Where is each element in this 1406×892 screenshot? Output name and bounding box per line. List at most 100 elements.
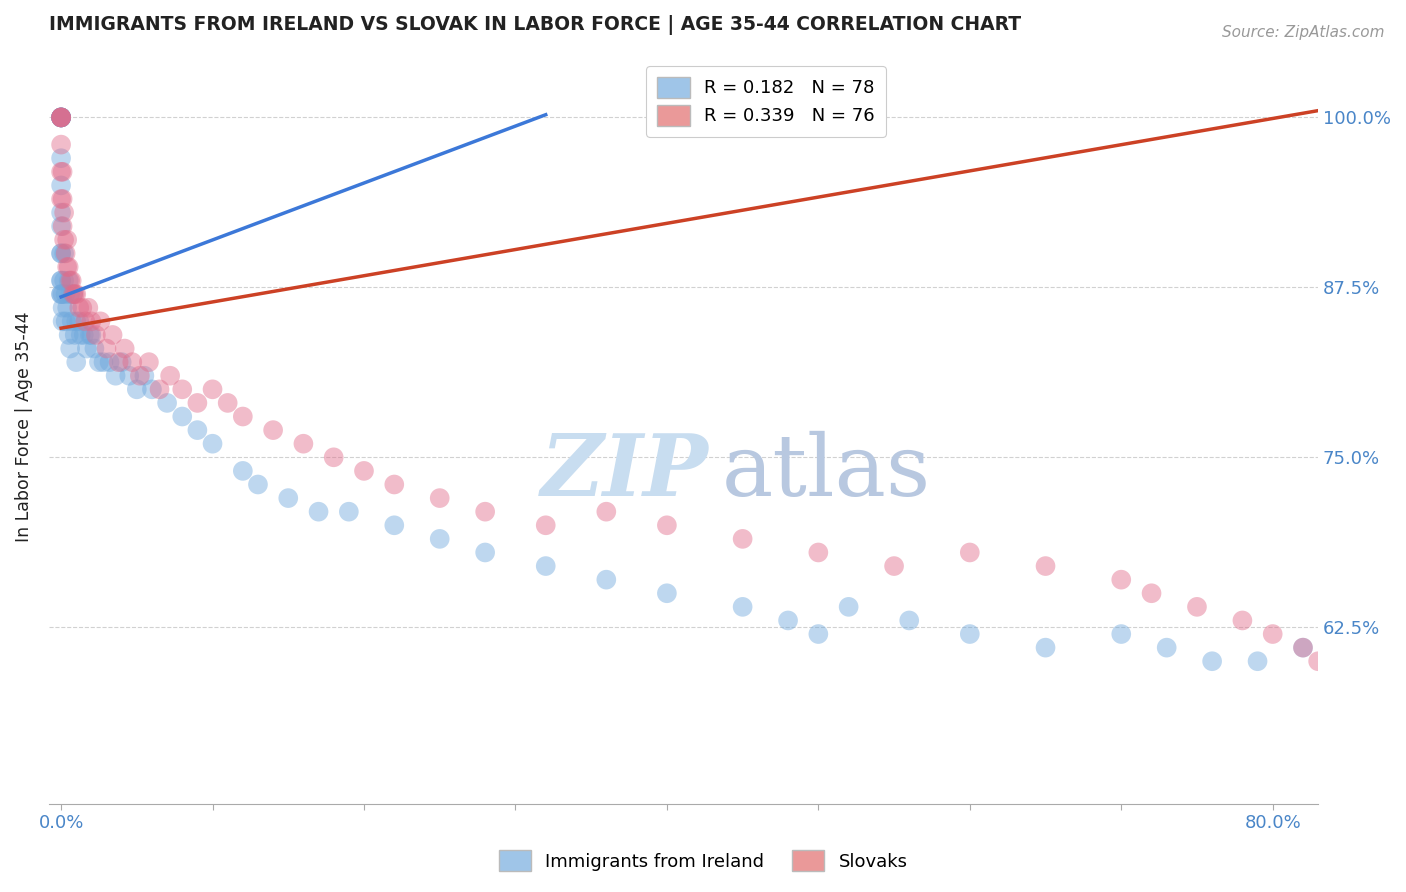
Point	[52, 165, 75, 179]
Point	[58, 274, 80, 288]
Point	[84, 327, 107, 342]
Point	[429, 532, 451, 546]
Point	[125, 382, 148, 396]
Point	[49, 274, 72, 288]
Point	[77, 301, 100, 315]
Point	[1382, 695, 1405, 709]
Point	[217, 396, 239, 410]
Point	[58, 260, 80, 274]
Point	[246, 477, 269, 491]
Point	[114, 342, 136, 356]
Point	[1109, 573, 1132, 587]
Point	[959, 627, 981, 641]
Point	[429, 491, 451, 505]
Point	[83, 342, 105, 356]
Point	[474, 505, 496, 519]
Point	[89, 314, 111, 328]
Point	[65, 287, 87, 301]
Point	[67, 301, 90, 315]
Point	[53, 246, 76, 260]
Point	[49, 111, 72, 125]
Point	[1353, 668, 1375, 682]
Point	[93, 355, 115, 369]
Point	[59, 342, 82, 356]
Point	[1185, 599, 1208, 614]
Point	[1246, 654, 1268, 668]
Point	[65, 314, 87, 328]
Point	[104, 368, 127, 383]
Point	[1337, 654, 1360, 668]
Point	[1156, 640, 1178, 655]
Point	[49, 151, 72, 165]
Point	[49, 287, 72, 301]
Point	[56, 260, 79, 274]
Point	[58, 327, 80, 342]
Point	[1308, 654, 1330, 668]
Point	[148, 382, 170, 396]
Point	[141, 382, 163, 396]
Point	[67, 314, 90, 328]
Point	[49, 178, 72, 193]
Point	[883, 559, 905, 574]
Point	[186, 423, 208, 437]
Point	[52, 314, 75, 328]
Point	[98, 355, 121, 369]
Point	[62, 287, 84, 301]
Point	[49, 287, 72, 301]
Point	[59, 287, 82, 301]
Point	[322, 450, 344, 465]
Point	[534, 559, 557, 574]
Point	[56, 233, 79, 247]
Point	[201, 436, 224, 450]
Point	[807, 627, 830, 641]
Point	[101, 327, 124, 342]
Point	[1398, 708, 1406, 723]
Point	[474, 545, 496, 559]
Point	[60, 314, 83, 328]
Point	[49, 111, 72, 125]
Text: ZIP: ZIP	[541, 430, 709, 514]
Point	[134, 368, 156, 383]
Point	[382, 518, 405, 533]
Point	[1261, 627, 1284, 641]
Point	[156, 396, 179, 410]
Point	[807, 545, 830, 559]
Point	[595, 505, 617, 519]
Point	[53, 233, 76, 247]
Point	[79, 327, 101, 342]
Y-axis label: In Labor Force | Age 35-44: In Labor Force | Age 35-44	[15, 311, 32, 542]
Point	[172, 382, 194, 396]
Point	[96, 342, 118, 356]
Point	[49, 274, 72, 288]
Point	[337, 505, 360, 519]
Point	[1368, 681, 1391, 696]
Point	[186, 396, 208, 410]
Point	[65, 355, 87, 369]
Point	[121, 355, 143, 369]
Point	[63, 287, 86, 301]
Point	[107, 355, 129, 369]
Point	[49, 246, 72, 260]
Point	[49, 111, 72, 125]
Point	[59, 274, 82, 288]
Point	[382, 477, 405, 491]
Text: atlas: atlas	[721, 431, 931, 514]
Point	[838, 599, 860, 614]
Point	[138, 355, 160, 369]
Point	[1292, 640, 1315, 655]
Point	[201, 382, 224, 396]
Point	[595, 573, 617, 587]
Point	[1292, 640, 1315, 655]
Point	[55, 246, 77, 260]
Point	[172, 409, 194, 424]
Point	[49, 111, 72, 125]
Point	[49, 111, 72, 125]
Text: IMMIGRANTS FROM IRELAND VS SLOVAK IN LABOR FORCE | AGE 35-44 CORRELATION CHART: IMMIGRANTS FROM IRELAND VS SLOVAK IN LAB…	[49, 15, 1021, 35]
Point	[1201, 654, 1223, 668]
Point	[49, 246, 72, 260]
Point	[776, 614, 799, 628]
Point	[534, 518, 557, 533]
Point	[262, 423, 284, 437]
Point	[80, 327, 103, 342]
Point	[1322, 640, 1344, 655]
